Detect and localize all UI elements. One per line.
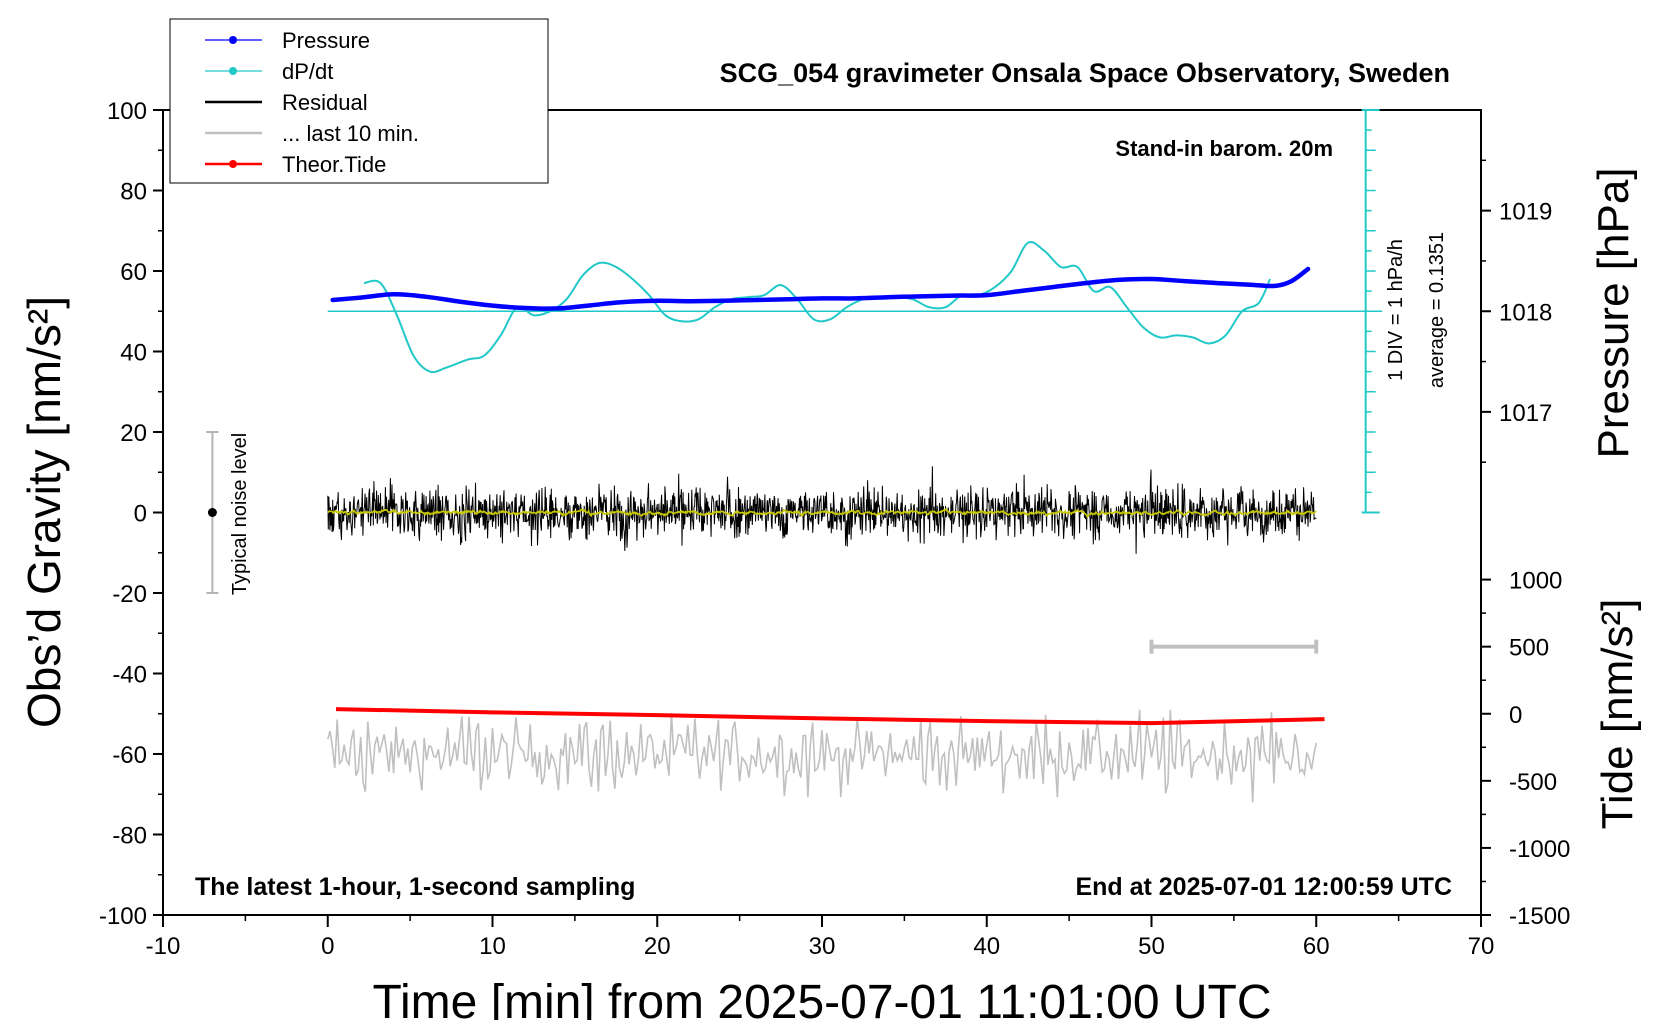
end-time-note: End at 2025-07-01 12:00:59 UTC <box>1075 873 1452 901</box>
average-note: average = 0.1351 <box>1426 232 1448 388</box>
y-tick-label: -60 <box>112 742 147 769</box>
tide-tick-label: -1000 <box>1509 836 1570 863</box>
x-tick-label: 10 <box>479 933 506 960</box>
series-residual <box>327 466 1317 554</box>
tide-tick-label: -500 <box>1509 769 1557 796</box>
residual-trend-line <box>327 508 1317 518</box>
y-tick-label: 0 <box>134 501 147 528</box>
legend-label: Residual <box>282 90 368 115</box>
series-layer <box>206 109 1383 803</box>
y-axis-label-pressure: Pressure [hPa] <box>1589 167 1638 458</box>
x-axis-label: Time [min] from 2025-07-01 11:01:00 UTC <box>372 976 1271 1020</box>
y-tick-label: -80 <box>112 823 147 850</box>
y-tick-label: 20 <box>120 420 147 447</box>
barometer-note: Stand-in barom. 20m <box>1115 136 1333 161</box>
x-tick-label: -10 <box>146 933 181 960</box>
x-ticks: -10 0 10 20 30 40 50 60 70 <box>146 915 1495 960</box>
legend-marker <box>229 36 237 44</box>
noise-note: Typical noise level <box>229 433 251 595</box>
legend-label: Pressure <box>282 28 370 53</box>
pressure-tick-label: 1017 <box>1499 400 1552 427</box>
x-tick-label: 0 <box>321 933 334 960</box>
x-tick-label: 30 <box>809 933 836 960</box>
series-last-10-min <box>327 709 1318 803</box>
x-tick-label: 70 <box>1468 933 1495 960</box>
x-tick-label: 20 <box>644 933 671 960</box>
y-tick-label: -100 <box>99 903 147 930</box>
y-tick-label: -20 <box>112 581 147 608</box>
x-tick-label: 50 <box>1138 933 1165 960</box>
chart-title: SCG_054 gravimeter Onsala Space Observat… <box>720 58 1450 88</box>
y-ticks: -100 -80 -60 -40 -20 0 20 40 60 80 100 <box>99 98 163 930</box>
legend: Pressure dP/dt Residual ... last 10 min. The… <box>169 18 549 184</box>
pressure-tick-label: 1019 <box>1499 199 1552 226</box>
series-theor-tide <box>335 707 1325 726</box>
tide-tick-label: 500 <box>1509 635 1549 662</box>
x-tick-label: 40 <box>973 933 1000 960</box>
noise-level-center-dot <box>207 508 217 517</box>
legend-label: Theor.Tide <box>282 152 386 177</box>
legend-label: ... last 10 min. <box>282 121 419 146</box>
y-tick-label: 100 <box>107 98 147 125</box>
div-scale-note: 1 DIV = 1 hPa/h <box>1385 239 1407 381</box>
y-tick-label: 60 <box>120 259 147 286</box>
y-tick-label: -40 <box>112 662 147 689</box>
sampling-note: The latest 1-hour, 1-second sampling <box>195 873 635 901</box>
legend-marker <box>229 67 237 75</box>
x-tick-label: 60 <box>1303 933 1330 960</box>
legend-entries: Pressure dP/dt Residual ... last 10 min. The… <box>205 28 419 177</box>
legend-marker <box>229 160 237 168</box>
tide-tick-label: 1000 <box>1509 568 1562 595</box>
y-axis-label-tide: Tide [nm/s²] <box>1593 599 1642 830</box>
right-axes: 1017 1018 1019 -1500 -1000 -500 0 500 1000 <box>1481 159 1570 930</box>
tide-tick-label: 0 <box>1509 702 1522 729</box>
tide-tick-label: -1500 <box>1509 903 1570 930</box>
y-tick-label: 40 <box>120 340 147 367</box>
y-tick-label: 80 <box>120 179 147 206</box>
pressure-tick-label: 1018 <box>1499 299 1552 326</box>
series-pressure <box>330 266 1311 311</box>
y-axis-label-left: Obs’d Gravity [nm/s²] <box>18 296 70 728</box>
legend-label: dP/dt <box>282 59 333 84</box>
